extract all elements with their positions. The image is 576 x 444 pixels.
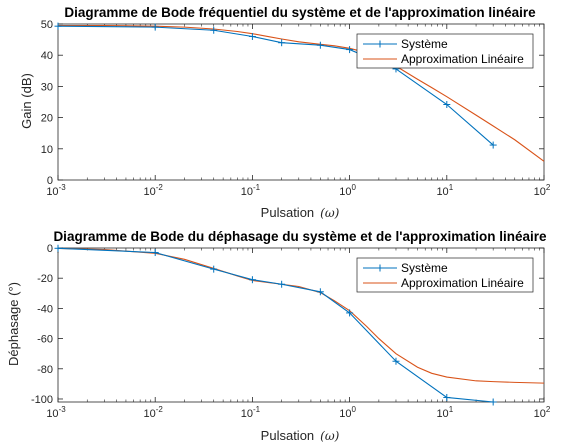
data-point-marker [392,357,400,365]
data-point-marker [316,41,324,49]
phase-chart: Diagramme de Bode du déphasage du systèm… [6,229,551,443]
data-point-marker [210,26,218,34]
data-point-marker [248,276,256,284]
series-line-approximation [57,247,545,384]
data-point-marker [54,244,62,252]
data-point-marker [278,39,286,47]
legend-label: Approximation Linéaire [401,52,524,66]
data-point-marker [346,309,354,317]
data-point-marker [210,265,218,273]
data-point-marker [316,288,324,296]
data-point-marker [443,100,451,108]
x-tick-label: 10-2 [144,183,164,198]
y-tick-label: -60 [37,334,53,346]
series-line-systeme [57,25,494,146]
legend-label: Système [401,261,448,275]
chart-title: Diagramme de Bode du déphasage du systèm… [53,229,547,244]
y-tick-label: -20 [37,273,53,285]
data-point-marker [54,22,62,30]
y-tick-label: 20 [41,113,53,125]
y-tick-label: 30 [41,81,53,93]
x-tick-label: 10-2 [144,405,164,420]
x-tick-label: 10-1 [241,183,261,198]
data-point-marker [278,280,286,288]
x-tick-label: 101 [436,183,453,198]
x-tick-label: 10-3 [46,183,66,198]
y-axis-label: Déphasage (°) [6,282,21,366]
y-tick-label: 50 [41,19,53,31]
gain-chart: Diagramme de Bode fréquentiel du système… [19,5,551,220]
data-point-marker [151,23,159,31]
x-tick-label: 101 [436,405,453,420]
series-line-approximation [58,25,545,162]
y-tick-label: 40 [41,50,53,62]
data-point-marker [248,32,256,40]
x-tick-label: 100 [339,183,356,198]
data-point-marker [489,141,497,149]
data-point-marker [151,249,159,257]
data-point-marker [489,398,497,406]
x-axis-label: Pulsation (ω) [261,205,340,220]
legend-label: Approximation Linéaire [401,276,524,290]
x-tick-label: 102 [534,405,551,420]
y-tick-label: -40 [37,303,53,315]
x-tick-label: 10-3 [46,405,66,420]
y-tick-label: 10 [41,144,53,156]
y-tick-label: 0 [47,243,53,255]
series-line-systeme [57,247,494,403]
y-axis-label: Gain (dB) [19,73,34,129]
x-axis-label: Pulsation (ω) [261,428,340,443]
data-point-marker [346,46,354,54]
y-tick-label: -100 [31,394,53,406]
data-point-marker [443,393,451,401]
legend-label: Système [401,37,448,51]
y-tick-label: -80 [37,364,53,376]
x-tick-label: 102 [534,183,551,198]
y-tick-label: 0 [47,175,53,187]
x-tick-label: 100 [339,405,356,420]
x-tick-label: 10-1 [241,405,261,420]
chart-title: Diagramme de Bode fréquentiel du système… [64,5,536,20]
